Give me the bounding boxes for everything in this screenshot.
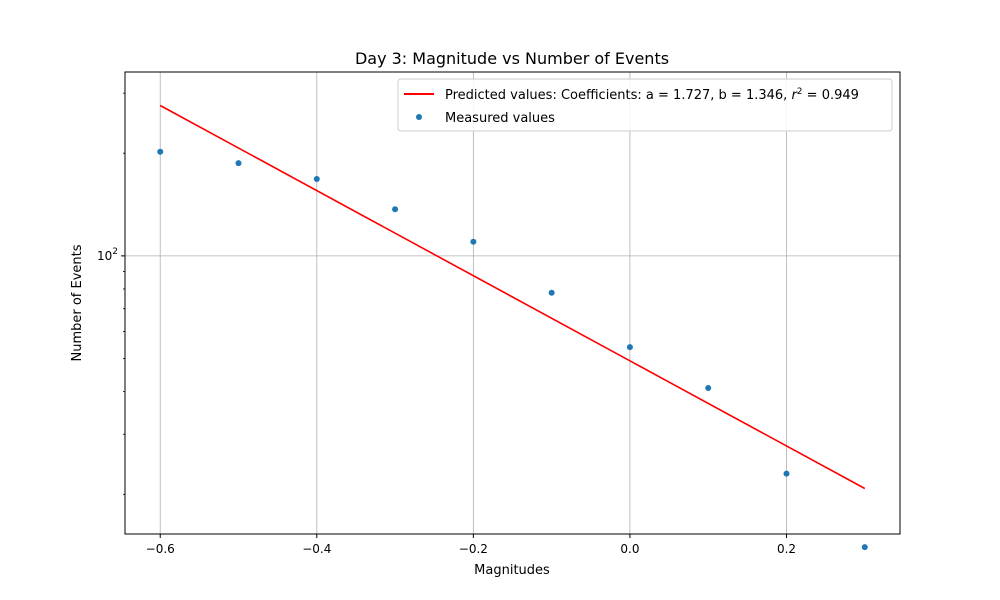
- chart-title: Day 3: Magnitude vs Number of Events: [355, 49, 669, 68]
- measured-point: [313, 176, 320, 183]
- measured-point: [705, 384, 712, 391]
- predicted-line: [159, 104, 866, 490]
- grid-lines: [125, 72, 900, 534]
- plot-data: [157, 104, 868, 551]
- measured-point: [783, 470, 790, 477]
- x-axis-label: Magnitudes: [474, 563, 550, 578]
- legend-marker-swatch: [416, 114, 422, 120]
- legend: Predicted values: Coefficients: a = 1.72…: [397, 78, 893, 132]
- measured-point: [861, 544, 868, 551]
- y-axis-label: Number of Events: [70, 244, 85, 361]
- x-tick-label: 0.2: [777, 542, 796, 556]
- legend-box: [397, 78, 893, 132]
- x-axis-ticks: −0.6 −0.4 −0.2 0.0 0.2: [146, 534, 796, 556]
- measured-point: [470, 238, 477, 245]
- x-tick-label: −0.6: [146, 542, 175, 556]
- x-tick-label: 0.0: [620, 542, 639, 556]
- y-tick-label: 102: [97, 247, 118, 263]
- plot-area-frame: [124, 71, 901, 535]
- measured-point: [626, 344, 633, 351]
- measured-point: [548, 289, 555, 296]
- measured-point: [392, 206, 399, 213]
- y-axis-ticks: 102: [97, 92, 125, 495]
- x-tick-label: −0.2: [459, 542, 488, 556]
- legend-label-predicted: Predicted values: Coefficients: a = 1.72…: [445, 87, 859, 103]
- measured-point: [235, 160, 242, 167]
- measured-point: [157, 148, 164, 155]
- x-tick-label: −0.4: [302, 542, 331, 556]
- legend-label-measured: Measured values: [445, 111, 555, 126]
